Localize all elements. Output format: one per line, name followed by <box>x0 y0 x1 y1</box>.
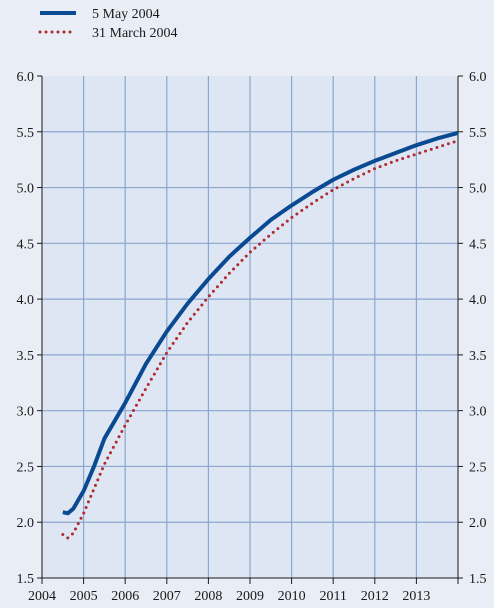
series-line-march-2004 <box>61 139 460 540</box>
x-tick-label: 2013 <box>402 589 430 604</box>
legend-label: 31 March 2004 <box>92 26 178 41</box>
x-tick-label: 2011 <box>319 589 346 604</box>
y-tick-label-right: 1.5 <box>469 572 487 587</box>
y-tick-label-left: 5.5 <box>17 126 35 141</box>
legend-label: 5 May 2004 <box>92 7 160 22</box>
x-tick-label: 2008 <box>194 589 222 604</box>
x-tick-label: 2006 <box>111 589 139 604</box>
y-tick-label-right: 5.0 <box>469 182 487 197</box>
y-tick-label-left: 4.0 <box>17 293 35 308</box>
x-tick-label: 2004 <box>28 589 56 604</box>
y-tick-label-left: 3.0 <box>17 405 35 420</box>
x-tick-label: 2005 <box>70 589 98 604</box>
y-tick-label-right: 2.5 <box>469 460 487 475</box>
y-tick-label-left: 2.5 <box>17 460 35 475</box>
y-tick-label-right: 4.5 <box>469 237 487 252</box>
y-tick-label-right: 4.0 <box>469 293 487 308</box>
y-tick-label-right: 2.0 <box>469 516 487 531</box>
y-tick-label-right: 3.0 <box>469 405 487 420</box>
y-tick-label-right: 5.5 <box>469 126 487 141</box>
x-tick-label: 2007 <box>153 589 181 604</box>
axes: 1.5 1.5 2.0 2.0 2.5 2.5 3.0 3.0 3.5 3.5 4.0 4.0 4.5 4… <box>17 70 487 604</box>
legend: 5 May 2004 31 March 2004 <box>38 7 178 41</box>
y-tick-label-right: 3.5 <box>469 349 487 364</box>
y-tick-label-left: 4.5 <box>17 237 35 252</box>
x-tick-label: 2012 <box>361 589 389 604</box>
y-tick-label-left: 6.0 <box>17 70 35 85</box>
y-tick-label-left: 5.0 <box>17 182 35 197</box>
series-lines <box>61 130 460 540</box>
y-tick-label-left: 1.5 <box>17 572 35 587</box>
y-tick-label-left: 3.5 <box>17 349 35 364</box>
series-line-may-2004 <box>62 130 459 516</box>
grid <box>42 76 458 578</box>
x-tick-label: 2010 <box>278 589 306 604</box>
y-tick-label-right: 6.0 <box>469 70 487 85</box>
x-tick-label: 2009 <box>236 589 264 604</box>
y-tick-label-left: 2.0 <box>17 516 35 531</box>
